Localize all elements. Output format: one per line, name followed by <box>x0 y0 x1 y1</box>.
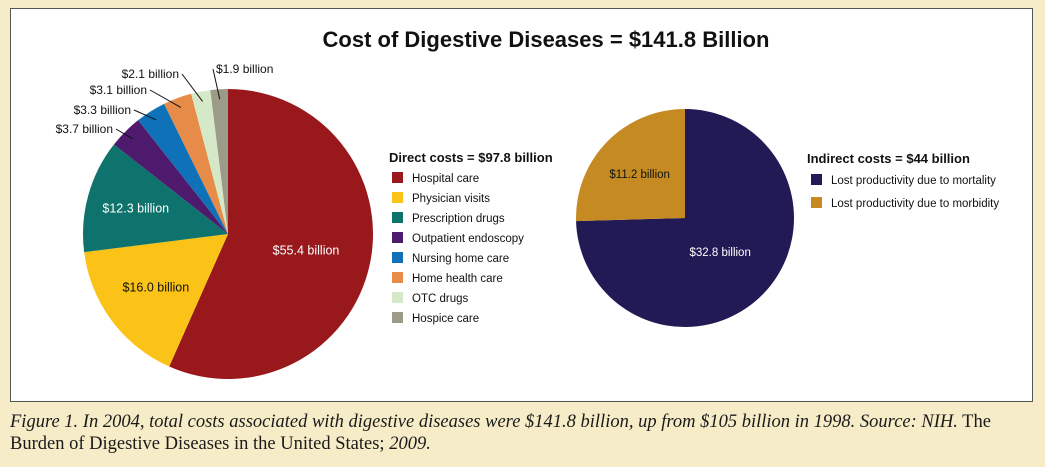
direct-slice-outpatient-endoscopy <box>113 120 228 234</box>
leader-line-home-health-care <box>149 89 182 108</box>
data-label-prescription-drugs: $12.3 billion <box>102 201 169 215</box>
data-label-physician-visits: $16.0 billion <box>122 281 189 295</box>
legend-entry-physician-visits: Physician visits <box>412 193 490 205</box>
legend-swatch-hospice-care <box>392 312 403 323</box>
direct-slice-hospital-care <box>169 89 374 380</box>
data-label-outpatient-endoscopy: $3.7 billion <box>56 122 113 136</box>
legend-swatch-outpatient-endoscopy <box>392 232 403 243</box>
legend-entry-hospital-care: Hospital care <box>412 173 479 185</box>
legend-swatch-otc-drugs <box>392 292 403 303</box>
legend-entry-lost-productivity-due-to-mortality: Lost productivity due to mortality <box>831 175 996 187</box>
direct-legend-title: Direct costs = $97.8 billion <box>389 150 553 165</box>
chart-title: Cost of Digestive Diseases = $141.8 Bill… <box>323 27 770 52</box>
chart-frame: Cost of Digestive Diseases = $141.8 Bill… <box>10 8 1033 402</box>
leader-line-nursing-home-care <box>133 109 157 121</box>
legend-entry-otc-drugs: OTC drugs <box>412 293 468 305</box>
direct-slice-hospice-care <box>210 89 228 234</box>
indirect-legend-title: Indirect costs = $44 billion <box>807 151 970 166</box>
legend-swatch-home-health-care <box>392 272 403 283</box>
legend-entry-home-health-care: Home health care <box>412 273 503 285</box>
data-label-lost-productivity-due-to-morbidity: $11.2 billion <box>609 169 670 181</box>
direct-slice-physician-visits <box>84 234 228 367</box>
data-label-nursing-home-care: $3.3 billion <box>74 103 131 117</box>
leader-line-outpatient-endoscopy <box>115 128 133 140</box>
data-label-lost-productivity-due-to-mortality: $32.8 billion <box>689 247 750 259</box>
legend-entry-nursing-home-care: Nursing home care <box>412 253 509 265</box>
legend-entry-outpatient-endoscopy: Outpatient endoscopy <box>412 233 524 245</box>
direct-costs-legend: Direct costs = $97.8 billion Hospital ca… <box>389 150 553 325</box>
indirect-slice-lost-productivity-due-to-morbidity <box>576 109 685 222</box>
data-label-home-health-care: $3.1 billion <box>90 83 147 97</box>
leader-line-hospice-care <box>212 68 221 100</box>
direct-slice-nursing-home-care <box>138 103 228 235</box>
legend-swatch-hospital-care <box>392 172 403 183</box>
direct-slice-otc-drugs <box>191 90 228 234</box>
caption-italic: Figure 1. In 2004, total costs associate… <box>10 412 958 432</box>
indirect-costs-legend: Indirect costs = $44 billion Lost produc… <box>807 151 999 210</box>
direct-slice-home-health-care <box>164 93 228 234</box>
caption-year: 2009. <box>389 434 431 454</box>
legend-swatch-nursing-home-care <box>392 252 403 263</box>
legend-swatch-lost-productivity-due-to-mortality <box>811 174 822 185</box>
leader-line-otc-drugs <box>181 73 203 102</box>
data-label-hospice-care: $1.9 billion <box>216 62 273 76</box>
figure-caption: Figure 1. In 2004, total costs associate… <box>10 411 1040 455</box>
legend-swatch-lost-productivity-due-to-morbidity <box>811 197 822 208</box>
data-label-otc-drugs: $2.1 billion <box>122 67 179 81</box>
legend-entry-prescription-drugs: Prescription drugs <box>412 213 505 225</box>
chart-canvas: Cost of Digestive Diseases = $141.8 Bill… <box>56 27 999 380</box>
caption-regular: The Burden of Digestive Diseases in the … <box>10 412 991 454</box>
direct-costs-pie: $55.4 billion $16.0 billion $12.3 billion $… <box>56 62 374 380</box>
indirect-slice-lost-productivity-due-to-mortality <box>576 109 794 327</box>
direct-slice-prescription-drugs <box>83 144 228 253</box>
legend-swatch-prescription-drugs <box>392 212 403 223</box>
data-label-hospital-care: $55.4 billion <box>273 244 340 258</box>
legend-entry-lost-productivity-due-to-morbidity: Lost productivity due to morbidity <box>831 198 999 210</box>
legend-entry-hospice-care: Hospice care <box>412 313 479 325</box>
legend-swatch-physician-visits <box>392 192 403 203</box>
indirect-costs-pie: $32.8 billion $11.2 billion <box>576 109 794 327</box>
